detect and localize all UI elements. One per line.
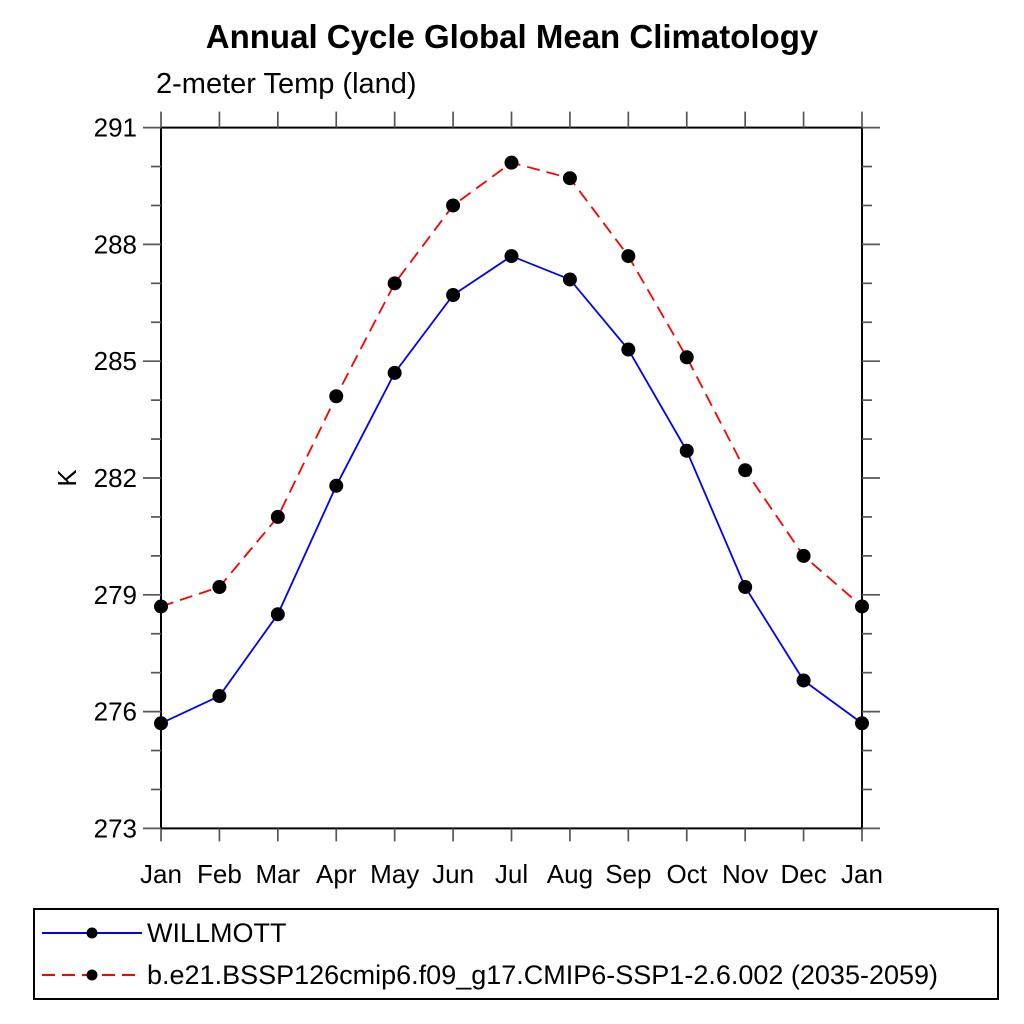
data-point-marker xyxy=(329,478,344,493)
data-point-marker xyxy=(446,288,461,303)
data-point-marker xyxy=(562,171,577,186)
y-tick-label: 285 xyxy=(94,346,137,376)
data-point-marker xyxy=(154,599,168,614)
plot-area: Jan Feb Mar Apr May Jun Jul Aug Sep Oct Nov Dec Jan2… xyxy=(52,111,883,889)
data-point-marker xyxy=(446,198,461,213)
legend-item-model: b.e21.BSSP126cmip6.f09_g17.CMIP6-SSP1-2.… xyxy=(41,957,997,993)
data-point-marker xyxy=(212,580,227,595)
data-point-marker xyxy=(621,249,636,264)
legend: WILLMOTT b.e21.BSSP126cmip6.f09_g17.CMIP… xyxy=(33,908,999,1000)
series-line-0 xyxy=(160,255,863,725)
x-tick-label: Apr xyxy=(316,859,357,889)
data-point-marker xyxy=(855,599,869,614)
x-tick-label: Jun xyxy=(432,859,474,889)
data-point-marker xyxy=(562,272,577,287)
x-tick-label: Jan xyxy=(140,859,182,889)
x-tick-label: Mar xyxy=(255,859,300,889)
data-point-marker xyxy=(270,509,285,524)
x-tick-label: Sep xyxy=(605,859,651,889)
legend-label-willmott: WILLMOTT xyxy=(147,917,287,948)
y-tick-label: 282 xyxy=(94,463,137,493)
data-point-marker xyxy=(621,342,636,357)
x-tick-label: May xyxy=(370,859,419,889)
plot-box xyxy=(160,126,863,830)
data-point-marker xyxy=(796,548,811,563)
data-point-marker xyxy=(270,607,285,622)
x-tick-label: Jul xyxy=(495,859,528,889)
data-point-marker xyxy=(154,716,168,731)
y-axis-title: K xyxy=(52,469,82,487)
data-point-marker xyxy=(796,673,811,688)
x-tick-label: Jan xyxy=(841,859,883,889)
data-point-marker xyxy=(329,389,344,404)
x-tick-label: Nov xyxy=(722,859,768,889)
series-line-1 xyxy=(160,161,863,608)
chart-subtitle: 2-meter Temp (land) xyxy=(156,68,417,100)
y-tick-label: 288 xyxy=(94,229,137,259)
data-point-marker xyxy=(504,155,519,170)
legend-item-willmott: WILLMOTT xyxy=(41,915,997,951)
y-tick-label: 276 xyxy=(94,697,137,727)
x-tick-label: Dec xyxy=(780,859,826,889)
y-tick-label: 279 xyxy=(94,580,137,610)
legend-label-model: b.e21.BSSP126cmip6.f09_g17.CMIP6-SSP1-2.… xyxy=(147,959,939,990)
data-point-marker xyxy=(679,443,694,458)
chart-title: Annual Cycle Global Mean Climatology xyxy=(205,18,819,55)
data-point-marker xyxy=(738,463,753,478)
legend-line-dashed-icon xyxy=(42,969,142,981)
data-point-marker xyxy=(387,276,402,291)
data-point-marker xyxy=(212,689,227,704)
x-tick-label: Oct xyxy=(667,859,708,889)
data-point-marker xyxy=(504,249,519,264)
y-tick-label: 273 xyxy=(94,813,137,843)
data-point-marker xyxy=(387,365,402,380)
data-point-marker xyxy=(738,580,753,595)
data-point-marker xyxy=(679,350,694,365)
data-point-marker xyxy=(855,716,869,731)
legend-line-solid-icon xyxy=(42,927,142,939)
x-tick-label: Aug xyxy=(547,859,593,889)
y-tick-label: 291 xyxy=(94,113,137,143)
x-tick-label: Feb xyxy=(197,859,242,889)
